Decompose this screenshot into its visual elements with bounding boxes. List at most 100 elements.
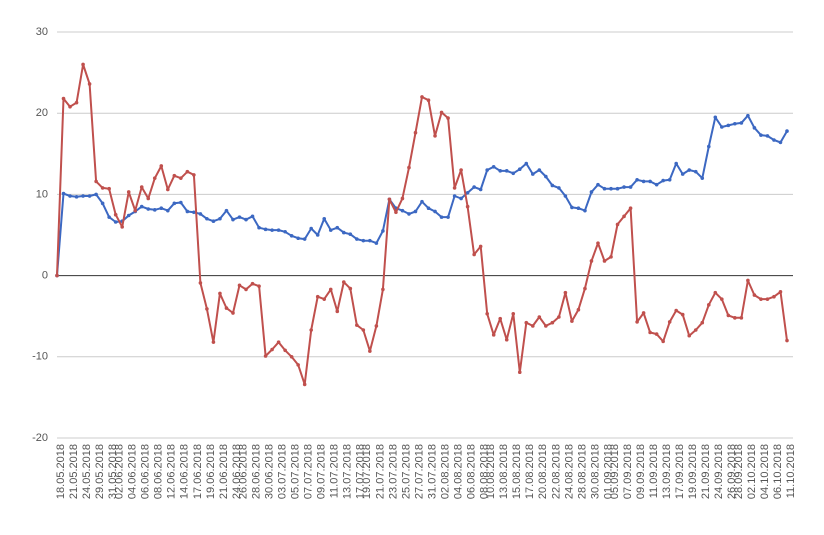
data-point <box>478 244 483 249</box>
data-point <box>459 196 463 201</box>
x-tick-label: 19.07.2018 <box>361 444 373 499</box>
data-point <box>192 173 196 177</box>
data-point <box>296 236 300 241</box>
x-tick-label: 31.05.2018 <box>107 444 119 499</box>
data-point <box>733 316 737 320</box>
data-point <box>765 297 770 301</box>
x-tick-label: 08.06.2018 <box>153 444 165 499</box>
x-tick-label: 02.06.2018 <box>114 444 126 499</box>
x-tick-label: 11.10.2018 <box>785 444 797 498</box>
data-point <box>374 241 379 245</box>
data-point <box>270 347 274 352</box>
data-point <box>550 183 555 188</box>
data-point <box>778 140 783 145</box>
data-point <box>576 206 581 211</box>
x-tick-label: 11.09.2018 <box>648 444 660 498</box>
data-point <box>387 197 392 202</box>
data-point <box>55 273 59 278</box>
data-point <box>139 185 144 189</box>
data-point <box>485 168 489 172</box>
data-point <box>407 165 411 170</box>
data-point <box>524 320 529 325</box>
series-line <box>56 114 788 276</box>
x-tick-label: 06.08.2018 <box>466 444 478 499</box>
x-tick-label: 05.09.2018 <box>609 444 621 499</box>
data-point <box>772 294 776 299</box>
data-point <box>739 121 744 125</box>
x-tick-label: 21.09.2018 <box>700 444 712 499</box>
data-point <box>361 328 366 332</box>
data-point <box>283 348 287 353</box>
data-point <box>648 330 652 335</box>
data-point <box>81 194 85 198</box>
data-point <box>446 215 450 219</box>
data-point <box>61 191 66 196</box>
data-point <box>537 168 542 172</box>
x-tick-label: 28.06.2018 <box>250 444 262 499</box>
data-point <box>231 311 235 315</box>
x-tick-label: 11.07.2018 <box>329 444 341 498</box>
data-point <box>159 206 164 211</box>
data-point <box>700 320 705 325</box>
x-tick-label: 26.09.2018 <box>726 444 738 499</box>
x-tick-label: 13.09.2018 <box>661 444 673 499</box>
data-point <box>628 206 633 211</box>
data-point <box>166 208 170 213</box>
data-point <box>667 177 672 182</box>
data-point <box>680 172 685 176</box>
x-tick-label: 06.06.2018 <box>140 444 152 499</box>
data-point <box>205 307 209 311</box>
x-tick-label: 01.09.2018 <box>602 444 614 499</box>
data-point <box>400 196 405 201</box>
data-point <box>74 195 79 199</box>
data-point <box>439 110 444 115</box>
x-tick-label: 29.05.2018 <box>94 444 106 499</box>
data-point <box>583 286 587 291</box>
data-point <box>426 98 431 103</box>
data-point <box>544 174 548 179</box>
data-point <box>550 320 555 325</box>
data-point <box>576 307 581 312</box>
data-point <box>68 194 72 198</box>
data-point <box>355 323 359 327</box>
data-point <box>465 190 470 195</box>
data-point <box>74 100 79 105</box>
data-point <box>733 121 737 126</box>
data-point <box>276 340 281 344</box>
data-point <box>120 225 124 229</box>
data-point <box>224 306 229 310</box>
data-point <box>726 123 731 128</box>
data-point <box>765 134 770 138</box>
data-point <box>198 281 203 285</box>
x-tick-label: 24.06.2018 <box>231 444 243 499</box>
data-point <box>218 291 222 296</box>
data-point <box>244 287 248 292</box>
data-point <box>100 201 105 206</box>
data-point <box>237 215 242 219</box>
data-point <box>328 287 333 292</box>
data-point <box>459 168 463 172</box>
data-point <box>563 194 568 198</box>
data-point <box>609 255 613 259</box>
data-point <box>517 370 522 375</box>
x-tick-label: 14.06.2018 <box>179 444 191 499</box>
data-point <box>257 225 261 230</box>
data-point <box>179 176 183 180</box>
data-point <box>407 212 411 216</box>
data-point <box>263 227 268 232</box>
data-point <box>511 171 516 176</box>
data-point <box>504 337 509 342</box>
data-point <box>87 194 92 198</box>
x-tick-label: 24.09.2018 <box>713 444 725 499</box>
x-tick-label: 31.07.2018 <box>426 444 438 499</box>
data-point <box>706 303 711 307</box>
data-point <box>557 315 561 319</box>
data-point <box>276 228 281 232</box>
data-point <box>641 311 646 315</box>
data-point <box>113 212 118 217</box>
x-tick-label: 19.06.2018 <box>205 444 217 499</box>
data-point <box>720 125 724 129</box>
data-point <box>478 187 483 192</box>
data-point <box>270 228 274 232</box>
data-point <box>433 134 437 138</box>
